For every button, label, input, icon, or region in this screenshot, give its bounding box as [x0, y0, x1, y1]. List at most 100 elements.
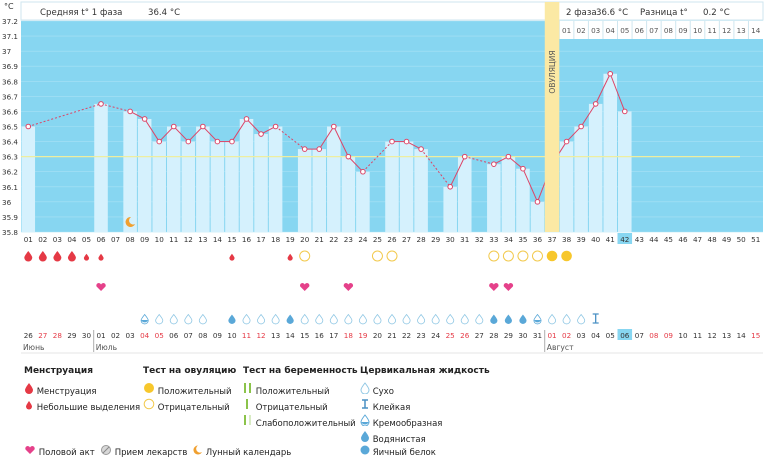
temperature-segment [566, 126, 582, 142]
ovulation-highlight [544, 2, 560, 232]
legend-cervical-eggwhite-label: Яичный белок [372, 448, 436, 458]
fluid-dry-drop [344, 313, 353, 325]
y-tick-label: 36.8 [2, 77, 18, 86]
cycle-day-label: 08 [126, 235, 136, 244]
ovulation-column: ОВУЛЯЦИЯ [544, 2, 560, 232]
legend-ovulation-positive: Положительный [143, 382, 232, 397]
temperature-bar [574, 126, 588, 232]
date-label: 01 [96, 331, 105, 340]
temperature-point [563, 138, 570, 145]
date-label: 10 [678, 331, 688, 340]
temperature-bar [443, 186, 457, 232]
temperature-bar [137, 118, 152, 232]
cycle-day-label: 26 [387, 235, 397, 244]
drop-icon [25, 383, 33, 394]
chart-header: Средняя t° 1 фаза 36.4 °C 2 фаза 36.6 °C… [4, 1, 764, 21]
fluid-dry-drop [257, 313, 266, 325]
cycle-day-label: 30 [446, 235, 456, 244]
fluid-dry-drop [271, 313, 280, 325]
cycle-day-label: 13 [198, 235, 207, 244]
temperature-segment [347, 156, 364, 173]
date-label: 24 [431, 331, 441, 340]
date-label: 08 [649, 331, 659, 340]
temperature-bar [341, 156, 356, 232]
date-label: 10 [227, 331, 237, 340]
temperature-bar [559, 141, 574, 232]
y-tick-label: 35.9 [2, 213, 18, 222]
legend-spotting-label: Небольшие выделения [36, 403, 141, 413]
fluid-dry-drop [431, 313, 440, 325]
moon-icon [125, 216, 136, 227]
temperature-bar [603, 73, 618, 232]
legend-medication-label: Прием лекарств [114, 448, 188, 458]
cycle-day-label: 48 [708, 235, 718, 244]
fluid-watery-drop [504, 314, 512, 324]
menstruation-drop [67, 251, 76, 262]
date-label: 04 [591, 331, 601, 340]
sun-outline-icon [143, 398, 155, 410]
y-tick-label: 36.4 [2, 138, 18, 147]
phase2-day-number: 02 [577, 26, 586, 35]
date-label: 07 [184, 331, 193, 340]
cycle-day-label: 29 [431, 235, 441, 244]
temperature-bar [530, 201, 545, 232]
y-tick-label: 37.1 [2, 32, 18, 41]
date-label: 15 [751, 331, 760, 340]
cycle-day-label: 05 [82, 235, 91, 244]
legend-cervical-creamy: Кремообразная [360, 414, 442, 429]
temperature-bar [268, 126, 283, 232]
header-bar [20, 1, 764, 21]
intercourse-heart [96, 283, 106, 291]
ovulation-test-negative [517, 250, 529, 262]
dry-drop-icon [360, 382, 370, 395]
legend-pregnancy-weak-label: Слабоположительный [255, 419, 356, 429]
fluid-watery-drop [490, 314, 498, 324]
fluid-dry-drop [329, 313, 338, 325]
temperature-segment [333, 126, 349, 157]
temperature-bar [356, 171, 370, 232]
legend-moon-label: Лунный календарь [205, 448, 292, 458]
date-label: 12 [256, 331, 265, 340]
current-day-highlight [617, 233, 633, 244]
phase2-day-number: 07 [649, 26, 658, 35]
date-label: 06 [169, 331, 179, 340]
fluid-dry-drop [315, 313, 324, 325]
fluid-creamy-drop [140, 313, 149, 325]
spotting-drop [83, 253, 90, 261]
ovulation-test-positive [546, 250, 558, 262]
temperature-point [243, 116, 250, 122]
x-axis: 01 02 03 04 05 06 07 08 09 10 11 12 13 14 15 16 17 18 19 20… [24, 233, 760, 244]
legend-pregnancy-negative-label: Отрицательный [255, 403, 328, 413]
temperature-point [505, 153, 512, 160]
fluid-dry-drop [548, 313, 557, 325]
legend-intercourse: Половой акт [24, 445, 95, 458]
date-label: 17 [329, 331, 338, 340]
temperature-point [200, 123, 206, 130]
phase2-day-number: 05 [620, 26, 629, 35]
date-label: 04 [140, 331, 150, 340]
cycle-day-label: 21 [315, 235, 324, 244]
temperature-bar [399, 141, 414, 232]
temperature-bar [501, 156, 516, 232]
legend-cervical-sticky: Клейкая [360, 398, 410, 413]
date-label: 07 [635, 331, 644, 340]
temperature-line [21, 73, 740, 203]
temperature-segment [318, 126, 335, 150]
single-stripe-icon [246, 399, 248, 409]
fluid-creamy-fill [141, 320, 149, 323]
cycle-day-label: 36 [533, 235, 543, 244]
temperature-bar [225, 141, 239, 232]
temperature-point [229, 138, 235, 145]
temperature-segment [522, 168, 538, 203]
date-axis: 26 27 28 29 30 01 02 03 04 05 06 07 08 09 10 11 12 13 14 15… [21, 329, 763, 354]
date-label: 20 [373, 331, 383, 340]
y-axis: 37.2 37.1 37 36.9 36.8 36.7 36.6 36.5 36.4 36.3 36… [2, 17, 18, 237]
temperature-segment [580, 103, 597, 127]
cycle-day-label: 35 [518, 235, 527, 244]
cycle-day-label: 31 [460, 235, 469, 244]
cycle-day-label: 22 [329, 235, 338, 244]
ovulation-test-negative [386, 250, 398, 262]
date-label: 11 [242, 331, 251, 340]
month-label: Июнь [23, 343, 45, 352]
fluid-creamy-fill [534, 320, 541, 323]
